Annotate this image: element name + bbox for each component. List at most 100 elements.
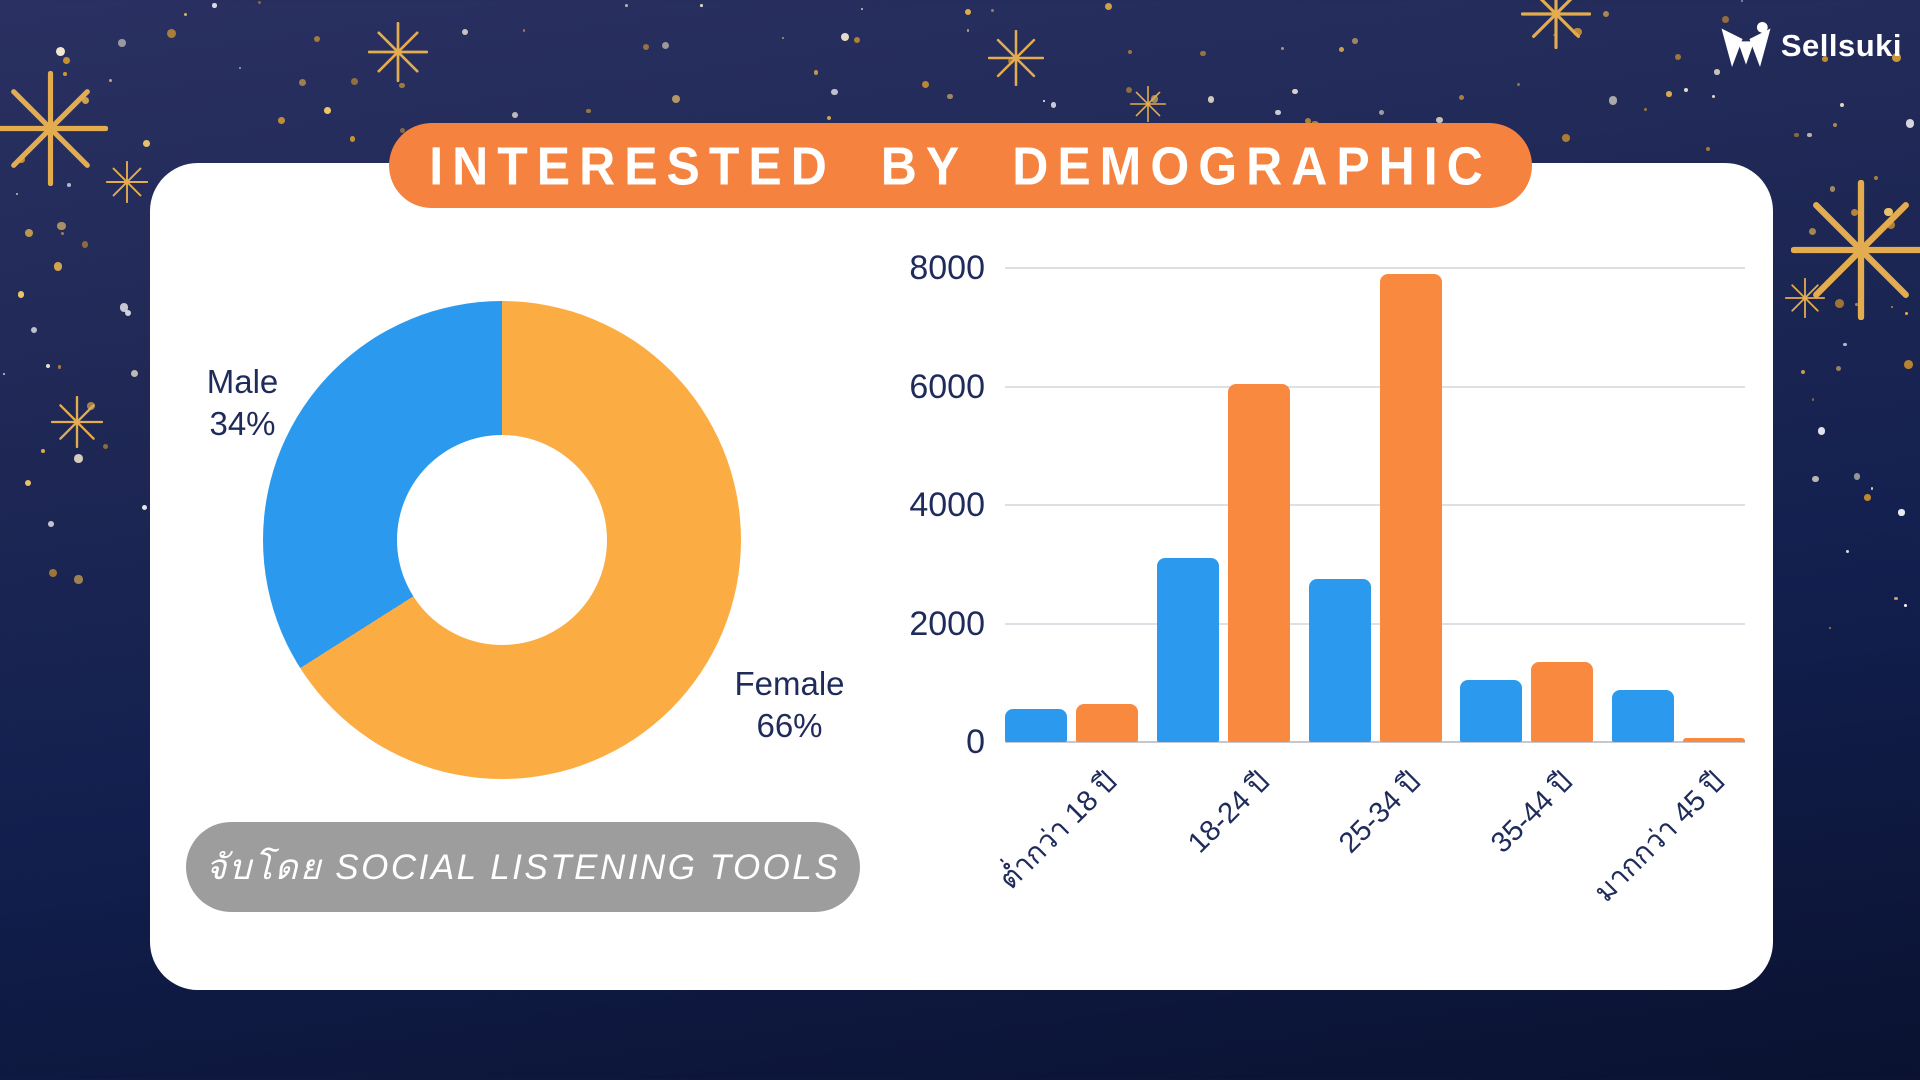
- y-axis-tick-label: 6000: [909, 367, 985, 406]
- y-axis-tick-label: 0: [966, 723, 985, 761]
- star-dot: [813, 70, 818, 75]
- star-dot: [55, 46, 65, 56]
- star-dot: [1684, 87, 1689, 92]
- star-dot: [1042, 99, 1046, 103]
- star-dot: [1890, 305, 1893, 308]
- star-dot: [212, 3, 217, 8]
- page-title: INTERESTED BY DEMOGRAPHIC: [429, 135, 1492, 196]
- sellsuki-mark-icon: [1721, 21, 1771, 67]
- star-dot: [1721, 16, 1729, 24]
- star-dot: [1883, 207, 1893, 217]
- star-dot: [62, 57, 70, 65]
- star-dot: [66, 182, 72, 188]
- star-dot: [1834, 298, 1844, 308]
- star-dot: [991, 9, 995, 13]
- star-dot: [1516, 83, 1520, 87]
- star-dot: [1811, 397, 1815, 401]
- star-dot: [826, 115, 831, 120]
- star-dot: [183, 12, 188, 17]
- star-dot: [108, 78, 113, 83]
- star-dot: [125, 310, 132, 317]
- x-axis-category-label: มากกว่า 45 ปี: [1588, 765, 1731, 909]
- star-dot: [522, 29, 526, 32]
- star-dot: [53, 262, 63, 271]
- star-dot: [258, 0, 262, 4]
- bar-blue-4: [1460, 679, 1523, 742]
- star-dot: [1292, 89, 1298, 95]
- sparkle-star-icon: [368, 22, 428, 82]
- star-dot: [24, 479, 32, 486]
- female-percentage: 66%: [756, 707, 823, 745]
- star-dot: [56, 221, 66, 231]
- star-dot: [1150, 95, 1159, 103]
- star-dot: [966, 29, 970, 32]
- star-dot: [1812, 475, 1819, 483]
- star-dot: [921, 80, 929, 88]
- star-dot: [298, 79, 306, 87]
- bar-blue-1: [1005, 709, 1067, 742]
- male-label: Male: [206, 363, 279, 400]
- star-dot: [1903, 604, 1907, 608]
- bar-orange-1: [1076, 704, 1138, 742]
- star-dot: [1905, 119, 1915, 128]
- male-percentage: 34%: [209, 405, 276, 443]
- star-dot: [63, 72, 68, 76]
- star-dot: [461, 28, 469, 36]
- gridline: [1005, 385, 1745, 388]
- star-dot: [1275, 109, 1281, 115]
- star-dot: [1832, 123, 1837, 128]
- star-dot: [1822, 56, 1828, 63]
- star-dot: [167, 28, 177, 38]
- star-dot: [82, 97, 90, 105]
- star-dot: [1835, 366, 1841, 372]
- star-dot: [1905, 312, 1908, 316]
- star-dot: [400, 128, 406, 134]
- star-dot: [118, 39, 126, 47]
- x-axis-category-label: 18-24 ปี: [1181, 765, 1276, 860]
- star-dot: [700, 4, 703, 7]
- star-dot: [1705, 146, 1711, 152]
- star-dot: [1378, 110, 1385, 116]
- sparkle-star-icon: [1130, 86, 1166, 122]
- star-dot: [30, 326, 37, 333]
- star-dot: [853, 37, 860, 44]
- star-dot: [1846, 549, 1850, 553]
- star-dot: [1608, 96, 1618, 105]
- star-dot: [1898, 509, 1905, 516]
- star-dot: [1873, 175, 1879, 181]
- star-dot: [1339, 47, 1345, 53]
- bar-blue-3: [1308, 579, 1371, 742]
- y-axis-tick-label: 4000: [909, 486, 985, 524]
- gridline: [1005, 504, 1745, 506]
- star-dot: [60, 231, 64, 235]
- brand-name: Sellsuki: [1780, 28, 1902, 63]
- star-dot: [1602, 10, 1609, 17]
- y-axis-tick-label: 8000: [909, 249, 985, 287]
- star-dot: [511, 112, 518, 119]
- star-dot: [119, 302, 129, 312]
- star-dot: [1840, 103, 1845, 108]
- star-dot: [1794, 132, 1799, 137]
- star-dot: [49, 568, 58, 577]
- gridline: [1005, 622, 1745, 625]
- star-dot: [313, 36, 320, 43]
- star-dot: [1842, 342, 1847, 347]
- star-dot: [947, 93, 953, 99]
- star-dot: [1809, 227, 1817, 235]
- star-dot: [1281, 46, 1285, 50]
- star-dot: [964, 8, 972, 16]
- star-dot: [1007, 57, 1015, 65]
- star-dot: [2, 372, 6, 376]
- caption-text: จับโดย SOCIAL LISTENING TOOLS: [205, 847, 841, 887]
- x-axis-category-label: 25-34 ปี: [1333, 765, 1428, 860]
- bar-chart-plot: 0 2000 4000 6000 8000 ต่ำกว่า 18 ปี 18-24 ปี 25…: [909, 249, 1745, 908]
- star-dot: [1207, 96, 1214, 103]
- star-dot: [625, 4, 628, 7]
- donut-chart: [263, 301, 741, 779]
- x-axis-line: [1005, 741, 1745, 743]
- star-dot: [1675, 53, 1682, 61]
- star-dot: [87, 402, 96, 410]
- star-dot: [1712, 95, 1716, 99]
- star-dot: [1855, 303, 1858, 306]
- star-dot: [1828, 626, 1832, 630]
